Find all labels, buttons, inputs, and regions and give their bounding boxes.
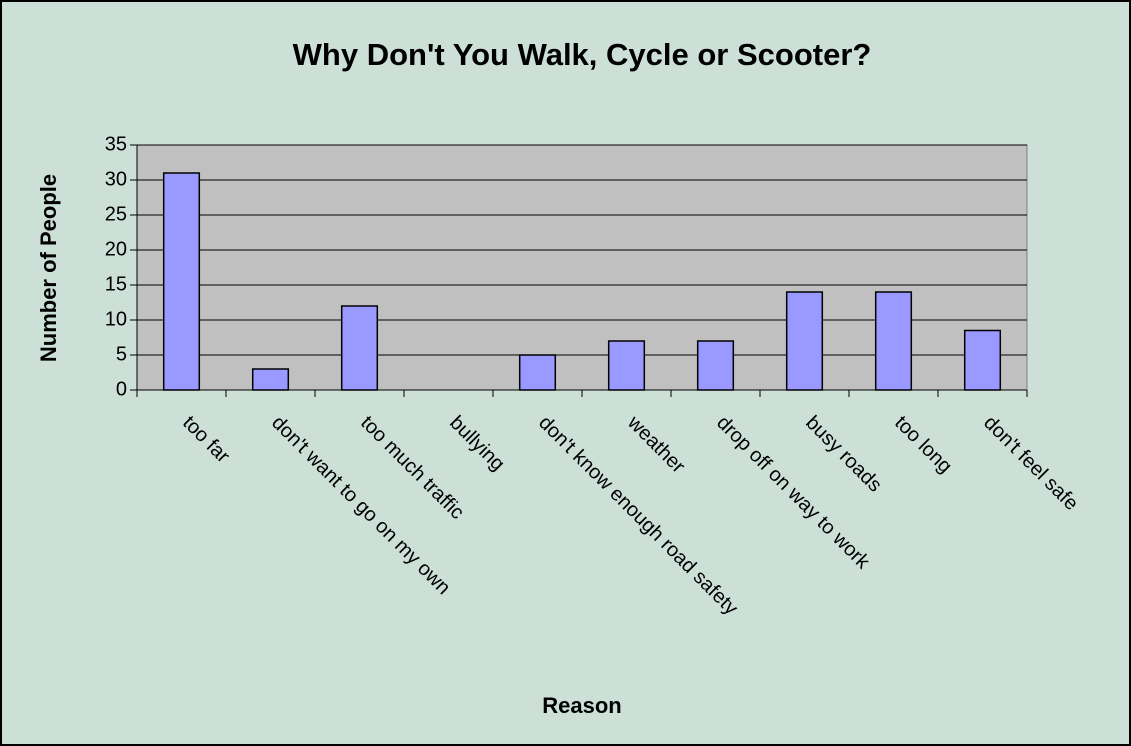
bar (785, 291, 824, 391)
y-tick-label: 0 (116, 378, 127, 400)
bar (162, 172, 201, 391)
y-tick-label: 25 (105, 203, 127, 225)
y-tick-label: 5 (116, 343, 127, 365)
chart-title: Why Don't You Walk, Cycle or Scooter? (293, 37, 872, 72)
bar (340, 305, 379, 391)
x-axis-label: Reason (542, 693, 621, 718)
y-tick-label: 15 (105, 273, 127, 295)
bar (874, 291, 913, 391)
y-tick-label: 35 (105, 133, 127, 155)
y-tick-label: 10 (105, 308, 127, 330)
y-tick-label: 30 (105, 168, 127, 190)
bar (963, 329, 1002, 391)
y-tick-label: 20 (105, 238, 127, 260)
y-axis-label: Number of People (36, 174, 61, 362)
bar (607, 340, 646, 391)
bar (518, 354, 557, 391)
bar (696, 340, 735, 391)
bar (251, 368, 290, 391)
